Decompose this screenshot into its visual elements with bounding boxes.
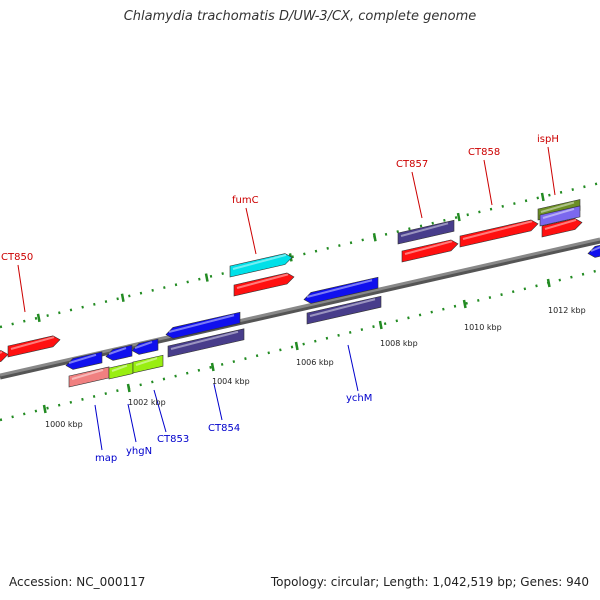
- gene-arrow-yhgN-sheen: [108, 347, 127, 355]
- gene-arrow-partial-right-sheen: [590, 246, 600, 252]
- gene-label-ispH[interactable]: ispH: [537, 134, 559, 145]
- gene-arrow-ychM[interactable]: [303, 276, 379, 304]
- gene-label-ychM[interactable]: ychM: [346, 393, 372, 404]
- gene-bar-CT853-sheen: [135, 357, 158, 366]
- gene-arrow-fumC-feature-sheen: [236, 273, 289, 289]
- gene-label-CT853[interactable]: CT853: [157, 434, 189, 445]
- leader-fumC: [245, 207, 257, 255]
- lower-major-tick-4: [378, 320, 383, 330]
- gene-arrow-ispH[interactable]: [541, 218, 583, 238]
- axis-label-1004: 1004 kbp: [212, 377, 250, 386]
- gene-arrow-CT854[interactable]: [165, 311, 241, 339]
- gene-arrow-ispH-sheen: [544, 218, 577, 230]
- leader-CT858: [483, 159, 493, 206]
- gene-arrow-ychM-sheen: [306, 279, 373, 298]
- gene-arrow-CT853[interactable]: [131, 338, 159, 355]
- axis-label-1002: 1002 kbp: [128, 398, 166, 407]
- leader-CT853: [153, 389, 167, 433]
- upper-major-tick-2: [204, 273, 209, 282]
- gene-label-fumC[interactable]: fumC: [232, 195, 259, 206]
- gene-arrow-CT858-sheen: [462, 220, 533, 240]
- gene-arrow-yhgN[interactable]: [105, 344, 133, 361]
- gene-arrow-fumC[interactable]: [229, 253, 293, 278]
- lower-major-tick-5: [462, 299, 467, 309]
- gene-bar-CT857[interactable]: [397, 219, 455, 245]
- lower-major-tick-6: [546, 278, 551, 288]
- gene-bar-yhgN-sheen: [111, 364, 128, 372]
- gene-arrow-CT857-sheen: [404, 240, 453, 255]
- lower-major-tick-0: [42, 404, 47, 414]
- gene-arrow-partial-left[interactable]: [0, 350, 9, 364]
- gene-label-CT857[interactable]: CT857: [396, 159, 428, 170]
- leader-CT857: [411, 171, 423, 219]
- gene-label-map[interactable]: map: [95, 453, 117, 464]
- leader-ispH: [547, 146, 556, 196]
- gene-arrow-fumC-feature[interactable]: [233, 272, 295, 297]
- gene-label-yhgN[interactable]: yhgN: [126, 446, 152, 457]
- gene-arrow-map-sheen: [68, 353, 97, 364]
- leader-ychM: [347, 344, 359, 392]
- gene-arrow-partial-right[interactable]: [587, 243, 600, 258]
- genome-summary-text: Topology: circular; Length: 1,042,519 bp…: [270, 575, 589, 589]
- upper-major-tick-5: [456, 212, 461, 222]
- gene-arrow-fumC-sheen: [232, 253, 287, 270]
- gene-bar-ychM-sheen: [309, 298, 376, 317]
- axis-label-1006: 1006 kbp: [296, 358, 334, 367]
- major-ticks: [36, 192, 551, 414]
- axis-labels: 1000 kbp 1002 kbp 1004 kbp 1006 kbp 1008…: [45, 306, 586, 429]
- accession-text: Accession: NC_000117: [9, 575, 146, 589]
- leader-CT854: [213, 383, 223, 421]
- lower-major-tick-3: [294, 341, 299, 351]
- leader-yhgN: [127, 403, 137, 443]
- lower-major-tick-1: [126, 383, 131, 393]
- gene-bar-CT854[interactable]: [167, 328, 245, 358]
- gene-arrow-CT854-sheen: [168, 314, 235, 333]
- axis-label-1000: 1000 kbp: [45, 420, 83, 429]
- axis-label-1010: 1010 kbp: [464, 323, 502, 332]
- label-leaders: [17, 146, 556, 451]
- gene-label-CT858[interactable]: CT858: [468, 147, 500, 158]
- gene-bar-CT857-sheen: [400, 222, 449, 237]
- genome-title: Chlamydia trachomatis D/UW-3/CX, complet…: [123, 9, 477, 24]
- gene-arrow-CT851-sheen: [10, 336, 55, 350]
- leader-CT850: [17, 264, 26, 313]
- gene-arrow-CT857[interactable]: [401, 239, 459, 263]
- gene-bar-CT853[interactable]: [132, 354, 164, 374]
- gene-arrow-CT858[interactable]: [459, 219, 539, 248]
- gene-features: [0, 199, 600, 388]
- gene-bar-ispH-sheen: [540, 201, 575, 213]
- upper-major-tick-4: [372, 233, 377, 242]
- gene-bar-ychM[interactable]: [306, 295, 382, 325]
- lower-major-tick-2: [210, 362, 215, 372]
- gene-label-CT850[interactable]: CT850: [1, 252, 33, 263]
- gene-bar-yhgN[interactable]: [108, 362, 134, 380]
- gene-bar-map-sheen: [71, 368, 104, 380]
- gene-label-CT854[interactable]: CT854: [208, 423, 240, 434]
- leader-map: [94, 404, 103, 451]
- upper-major-tick-0: [36, 313, 41, 323]
- axis-label-1008: 1008 kbp: [380, 339, 418, 348]
- gene-bar-ispH-2[interactable]: [539, 205, 581, 227]
- gene-arrow-CT853-sheen: [134, 341, 153, 349]
- upper-major-tick-1: [120, 293, 125, 302]
- gene-arrow-map[interactable]: [65, 351, 103, 370]
- gene-bar-CT854-sheen: [170, 330, 239, 350]
- upper-scale-ruler: [0, 181, 600, 329]
- gene-bar-ispH-2-sheen: [542, 207, 575, 219]
- gene-arrow-CT851[interactable]: [7, 335, 61, 358]
- axis-label-1012: 1012 kbp: [548, 306, 586, 315]
- gene-arrow-partial-left-sheen: [0, 351, 3, 354]
- upper-major-tick-6: [540, 192, 545, 202]
- lower-scale-ruler: [0, 268, 600, 422]
